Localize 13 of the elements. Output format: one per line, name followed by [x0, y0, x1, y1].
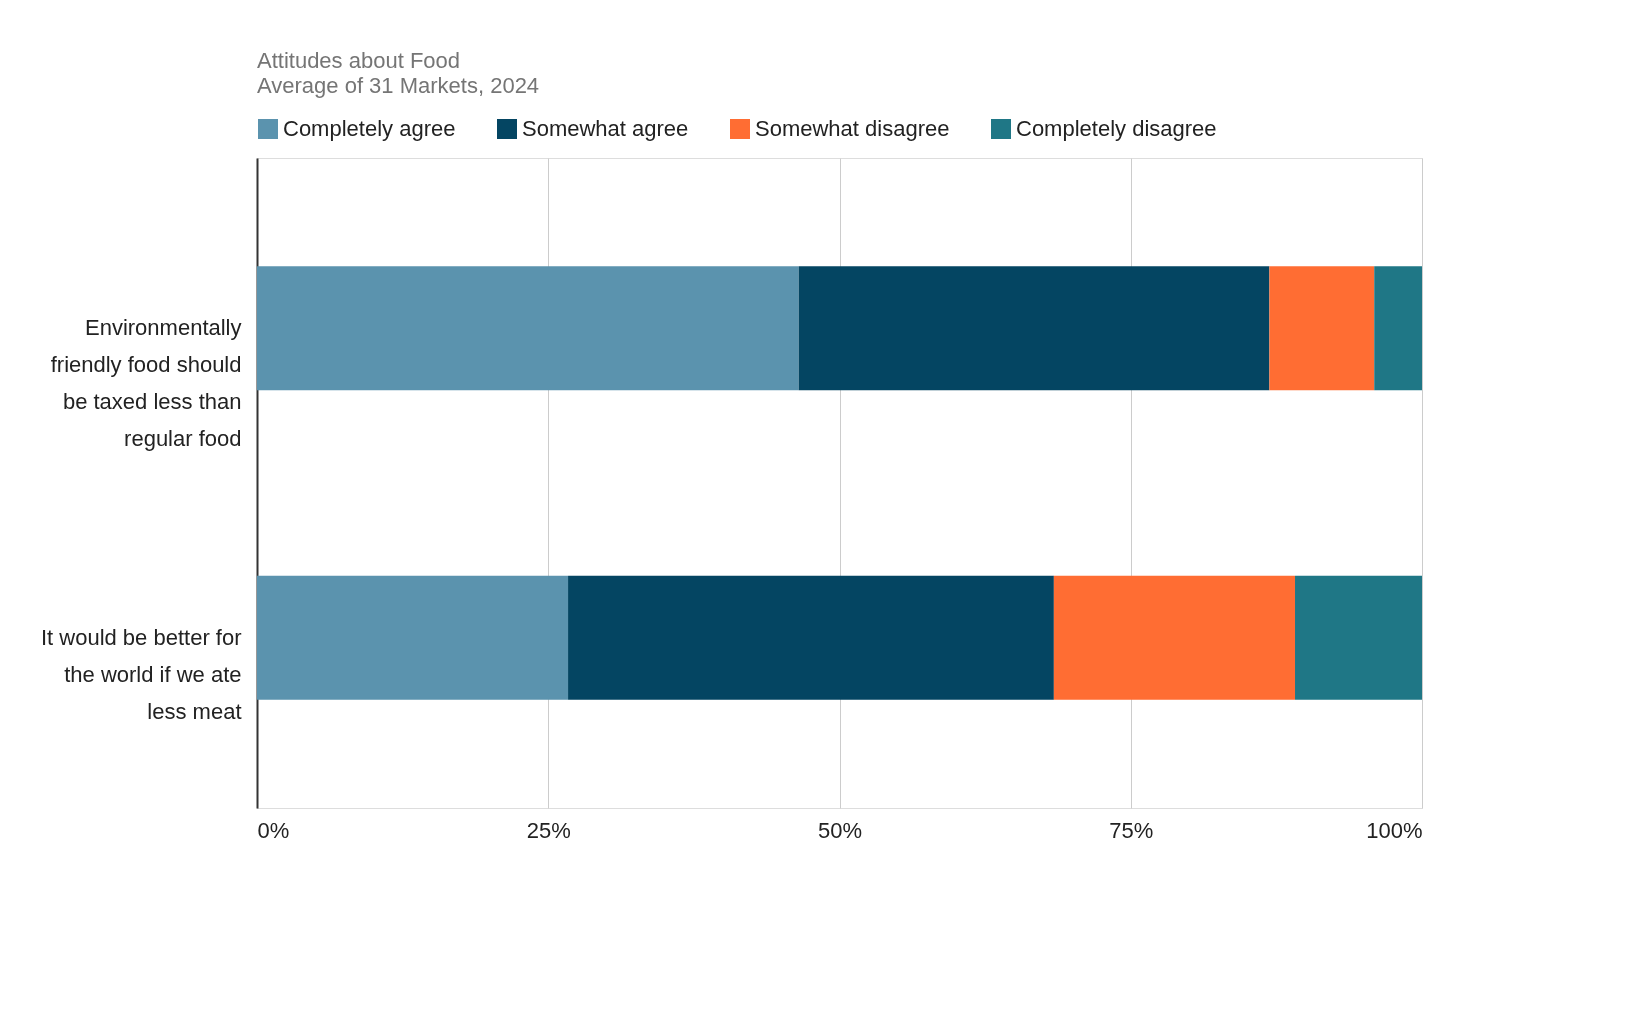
- chart-title: Attitudes about Food: [257, 48, 461, 73]
- x-tick-label: 50%: [817, 817, 863, 843]
- legend-label: Somewhat agree: [522, 116, 689, 141]
- legend-label: Completely disagree: [1016, 116, 1217, 141]
- legend-label: Somewhat disagree: [755, 116, 950, 141]
- x-tick-label: 0%: [257, 817, 290, 843]
- x-tick-label: 25%: [526, 817, 571, 843]
- chart-subtitle: Average of 31 Markets, 2024: [257, 73, 540, 98]
- y-tick-label: It would be better for the world if we ate less meat: [40, 624, 242, 724]
- x-tick-label: 75%: [1109, 817, 1154, 843]
- x-tick-label: 100%: [1366, 817, 1423, 843]
- y-tick-label: Environmentally friendly food should be taxed less than regular food: [50, 315, 242, 452]
- legend-label: Completely agree: [283, 116, 456, 141]
